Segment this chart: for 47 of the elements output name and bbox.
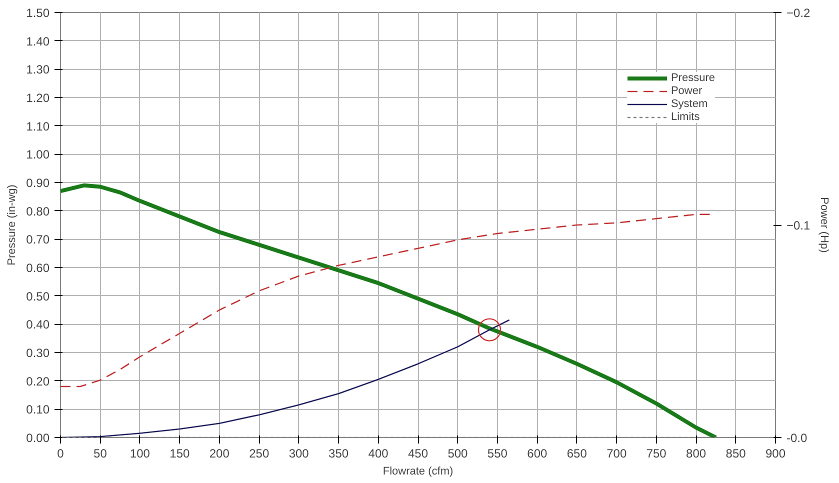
- x-tick-label: 50: [94, 446, 108, 460]
- y-tick-label: 0.60: [26, 261, 50, 275]
- line-series: [60, 319, 510, 438]
- x-tick-label: 550: [487, 446, 508, 460]
- x-tick-label: 350: [328, 446, 349, 460]
- legend-label: Pressure: [670, 72, 715, 84]
- y-tick-label: 1.30: [26, 62, 50, 77]
- y-tick-label: 0.30: [26, 346, 50, 360]
- x-tick-label: 650: [566, 446, 588, 460]
- y2-tick-label: −0.1: [786, 218, 811, 232]
- legend-label: Power: [670, 85, 702, 97]
- x-tick-label: 850: [726, 446, 746, 460]
- y2-tick-label: -0.0: [786, 431, 808, 445]
- y-tick-label: 0.00: [26, 431, 50, 445]
- x-tick-label: 400: [368, 446, 389, 460]
- y-axis-title: Pressure (in-wg): [6, 184, 18, 266]
- y-tick-label: 0.80: [26, 204, 50, 218]
- legend-label: System: [670, 98, 708, 110]
- x-tick-label: 100: [130, 446, 150, 460]
- x-tick-label: 900: [765, 446, 786, 460]
- x-tick-label: 0: [57, 446, 64, 460]
- x-tick-label: 600: [527, 446, 548, 460]
- y-tick-label: 0.90: [26, 176, 50, 190]
- y-tick-label: 1.20: [26, 91, 50, 105]
- x-tick-label: 500: [448, 446, 468, 460]
- y-tick-label: 1.40: [26, 34, 50, 48]
- legend-label: Limits: [670, 111, 700, 123]
- y2-tick-label: −0.2: [786, 6, 811, 20]
- x-tick-label: 250: [249, 446, 270, 460]
- y-tick-label: 1.00: [26, 148, 50, 162]
- x-tick-label: 200: [209, 446, 230, 460]
- y-tick-label: 0.50: [26, 289, 50, 304]
- y-tick-label: 0.70: [26, 232, 50, 247]
- x-tick-label: 700: [606, 446, 627, 460]
- x-tick-label: 800: [686, 446, 706, 460]
- y-tick-label: 0.20: [26, 374, 50, 388]
- x-tick-label: 150: [170, 446, 190, 460]
- x-tick-label: 300: [288, 446, 310, 460]
- y-tick-label: 1.10: [26, 119, 50, 134]
- y2-axis-title: Power (Hp): [818, 197, 830, 253]
- y-tick-label: 0.40: [26, 318, 50, 332]
- x-tick-label: 750: [646, 446, 667, 460]
- x-tick-label: 450: [408, 446, 428, 460]
- x-axis-title: Flowrate (cfm): [382, 466, 454, 478]
- y-tick-label: 0.10: [26, 402, 50, 417]
- line-series: [60, 183, 718, 438]
- y-tick-label: 1.50: [26, 6, 50, 20]
